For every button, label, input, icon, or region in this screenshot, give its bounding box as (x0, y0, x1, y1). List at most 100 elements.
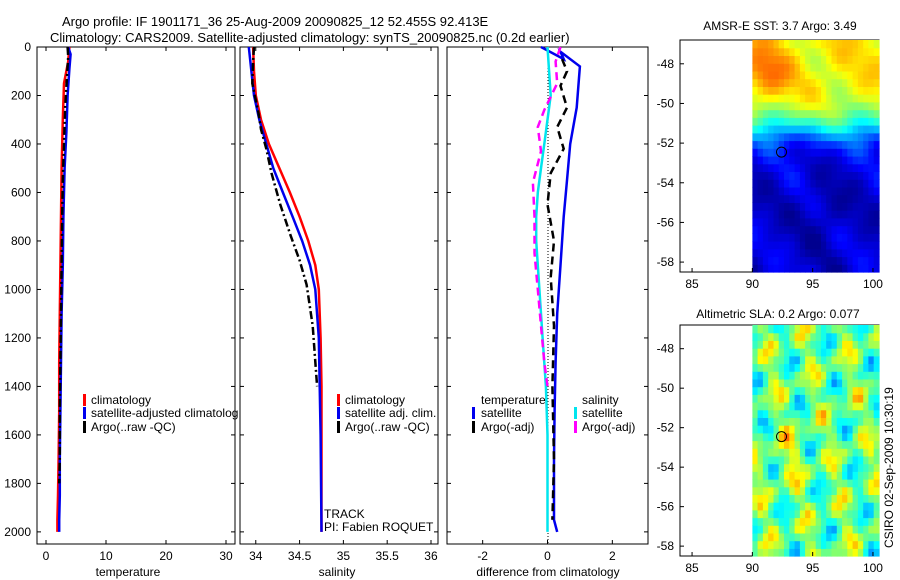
field-cell (789, 202, 796, 211)
field-cell (863, 63, 870, 72)
field-cell (836, 386, 843, 395)
field-cell (852, 241, 859, 250)
field-cell (789, 432, 796, 442)
field-cell (773, 348, 780, 357)
field-cell (863, 241, 870, 250)
field-cell (789, 348, 796, 357)
field-cell (784, 332, 790, 341)
field-cell (778, 455, 785, 465)
field-cell (826, 163, 833, 172)
field-cell (847, 463, 854, 472)
field-cell (815, 241, 822, 250)
field-cell (863, 202, 870, 211)
field-cell (762, 325, 769, 334)
field-cell (873, 394, 880, 403)
field-cell (842, 355, 848, 365)
y-tick-label: 1600 (4, 428, 31, 442)
legend-label-climatology: climatology (91, 393, 151, 407)
field-cell (868, 386, 875, 395)
field-cell (794, 233, 801, 242)
field-cell (768, 525, 775, 534)
field-cell (826, 47, 833, 56)
field-cell (863, 109, 870, 118)
field-cell (768, 340, 775, 349)
field-cell (810, 440, 817, 449)
legend-label-sal-argo: Argo(-adj) (582, 420, 635, 434)
field-cell (778, 409, 785, 418)
y-tick-label: -50 (657, 96, 675, 110)
field-cell (752, 202, 759, 211)
field-cell (863, 479, 870, 488)
field-cell (815, 140, 822, 149)
field-cell (831, 386, 838, 395)
field-cell (857, 264, 864, 273)
field-cell (868, 109, 875, 118)
field-cell (794, 132, 801, 142)
field-cell (852, 348, 859, 357)
field-cell (810, 448, 817, 457)
field-cell (768, 163, 775, 172)
field-cell (847, 125, 854, 134)
field-cell (805, 502, 811, 511)
field-cell (836, 448, 843, 457)
field-cell (815, 248, 822, 258)
field-cell (868, 340, 875, 349)
field-cell (810, 425, 817, 434)
field-cell (752, 117, 759, 126)
x-tick-label: 95 (806, 277, 820, 291)
field-cell (821, 78, 827, 87)
field-cell (784, 179, 790, 188)
field-cell (784, 241, 790, 250)
field-cell (762, 494, 769, 503)
field-cell (768, 47, 775, 56)
field-cell (794, 355, 801, 365)
field-cell (768, 402, 775, 411)
field-cell (757, 179, 764, 188)
field-cell (868, 63, 875, 72)
field-cell (799, 194, 806, 203)
field-cell (847, 132, 854, 142)
field-cell (799, 233, 806, 242)
sst-map-title: AMSR-E SST: 3.7 Argo: 3.49 (703, 19, 857, 33)
field-cell (873, 171, 880, 180)
field-cell (778, 264, 785, 273)
field-cell (810, 225, 817, 234)
field-cell (836, 355, 843, 365)
field-cell (762, 402, 769, 411)
field-cell (784, 402, 790, 411)
field-cell (852, 340, 859, 349)
field-cell (863, 70, 870, 80)
field-cell (815, 148, 822, 157)
field-cell (826, 340, 833, 349)
y-tick-label: 600 (11, 185, 31, 199)
field-cell (799, 202, 806, 211)
field-cell (789, 47, 796, 56)
field-cell (810, 179, 817, 188)
field-cell (799, 548, 806, 557)
field-cell (762, 171, 769, 180)
field-cell (847, 332, 854, 341)
field-cell (789, 40, 796, 49)
field-cell (863, 55, 870, 64)
field-cell (852, 94, 859, 103)
field-cell (863, 248, 870, 258)
field-cell (836, 378, 843, 388)
field-cell (762, 163, 769, 172)
field-cell (836, 241, 843, 250)
salinity-panel: 34 34.5 35 35.5 36 salinity climatology sate… (239, 46, 439, 579)
field-cell (762, 217, 769, 227)
field-cell (815, 371, 822, 380)
field-cell (778, 101, 785, 111)
field-cell (778, 440, 785, 449)
y-tick-label: -56 (657, 500, 675, 514)
field-cell (815, 70, 822, 80)
field-cell (857, 340, 864, 349)
field-cell (794, 402, 801, 411)
field-cell (752, 332, 759, 341)
field-cell (768, 194, 775, 203)
field-cell (857, 355, 864, 365)
field-cell (831, 194, 838, 203)
field-cell (863, 532, 870, 542)
field-cell (852, 202, 859, 211)
field-cell (847, 425, 854, 434)
